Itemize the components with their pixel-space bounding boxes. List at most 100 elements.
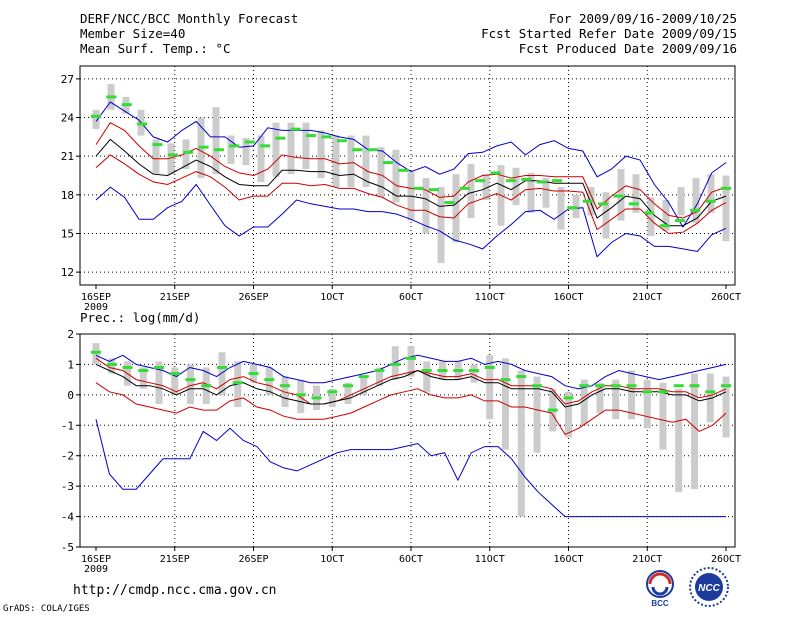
x-tick-label: 26SEP	[238, 554, 268, 565]
y-tick-label: -2	[61, 450, 74, 463]
y-tick-label: -4	[61, 511, 75, 524]
spread-bar	[470, 364, 478, 383]
x-year-label: 2009	[84, 302, 108, 313]
grads-credit: GrADS: COLA/IGES	[3, 604, 90, 614]
obs-dash	[659, 224, 670, 228]
spread-bar	[218, 352, 226, 395]
spread-bar	[257, 135, 265, 182]
obs-dash	[563, 396, 574, 400]
spread-bar	[265, 367, 273, 395]
spread-bar	[139, 367, 147, 389]
spread-bar	[92, 343, 100, 365]
plot-frame	[79, 333, 736, 548]
x-tick-label: 16OCT	[553, 554, 583, 565]
obs-dash	[459, 186, 470, 190]
y-tick-label: 12	[61, 266, 74, 279]
obs-dash	[295, 393, 306, 397]
spread-bar	[675, 388, 683, 493]
obs-dash	[121, 103, 132, 107]
spread-bar	[227, 135, 235, 164]
panel-precipitation: -5 -4 -3 -2 -1 0 1 2 16SEP 21SEP 26SEP 1OCT 6OCT 11OC…	[61, 328, 741, 575]
obs-dash	[275, 136, 286, 140]
obs-dash	[658, 390, 668, 394]
obs-dash	[122, 365, 133, 369]
y-tick-label: -3	[61, 480, 74, 493]
obs-dash	[280, 384, 290, 388]
obs-dash	[169, 372, 180, 376]
spread-bar	[659, 382, 667, 450]
obs-dash	[613, 194, 624, 198]
obs-dash	[244, 140, 255, 144]
obs-dash	[311, 396, 322, 400]
spread-bar	[302, 122, 310, 170]
obs-dash	[453, 369, 464, 373]
obs-dash	[229, 144, 240, 148]
spread-bar	[452, 174, 460, 243]
obs-dash	[327, 390, 338, 394]
obs-dash	[567, 206, 578, 210]
spread-bar	[362, 135, 370, 188]
median-line	[95, 138, 727, 227]
obs-dash	[469, 369, 479, 373]
spread-bar	[647, 197, 655, 237]
x-tick-label: 26SEP	[238, 292, 268, 303]
spread-bar	[287, 122, 295, 175]
obs-dash	[398, 168, 409, 172]
source-url[interactable]: http://cmdp.ncc.cma.gov.cn	[73, 583, 277, 598]
obs-dash	[521, 177, 532, 181]
obs-dash	[579, 384, 590, 388]
spread-bar	[155, 361, 163, 404]
spread-bar	[92, 109, 100, 130]
x-tick-label: 21SEP	[160, 554, 190, 565]
spread-bar	[722, 175, 730, 242]
lower-blue-line	[95, 419, 726, 518]
variable-label: Mean Surf. Temp.: °C	[80, 41, 231, 56]
obs-dash	[500, 378, 511, 382]
obs-dash	[382, 161, 393, 165]
obs-dash	[91, 350, 101, 354]
x-tick-label: 11OCT	[475, 292, 505, 303]
upper-blue-line	[95, 101, 727, 228]
spread-bar	[108, 358, 116, 374]
obs-dash	[185, 378, 196, 382]
spread-bar	[482, 174, 490, 200]
obs-dash	[290, 127, 301, 131]
y-tick-label: 18	[61, 189, 74, 202]
obs-dash	[690, 208, 701, 212]
obs-dash	[264, 378, 275, 382]
x-tick-label: 1OCT	[320, 554, 344, 565]
spread-bar	[486, 355, 494, 420]
spread-bar	[212, 107, 220, 175]
started-date: Fcst Started Refer Date 2009/09/15	[481, 26, 737, 41]
spread-bar	[376, 367, 383, 386]
spread-bar	[152, 139, 160, 175]
upper-blue-line	[95, 354, 727, 390]
obs-dash	[551, 179, 562, 183]
lower-blue-line	[95, 183, 727, 258]
obs-dash	[217, 365, 227, 369]
obs-dash	[547, 408, 558, 412]
obs-dash	[198, 145, 209, 149]
obs-dash	[154, 365, 164, 369]
y-tick-label: -5	[61, 541, 74, 554]
obs-dash	[582, 199, 593, 203]
spread-bar	[527, 172, 535, 213]
spread-bar	[422, 178, 430, 234]
spread-bar	[360, 376, 368, 395]
spread-bar	[187, 364, 194, 404]
lower-red-line	[95, 154, 727, 235]
spread-bar	[377, 147, 385, 198]
obs-dash	[343, 384, 353, 388]
spread-bar	[272, 122, 280, 177]
obs-dash	[721, 186, 731, 190]
obs-dash	[201, 384, 212, 388]
obs-dash	[595, 384, 605, 388]
spread-bar	[565, 391, 572, 438]
obs-dash	[213, 148, 224, 152]
obs-dash	[598, 202, 609, 206]
obs-dash	[536, 180, 547, 184]
obs-dash	[610, 384, 621, 388]
obs-dash	[437, 369, 448, 373]
obs-dash	[106, 95, 117, 99]
y-tick-label: 2	[67, 328, 74, 341]
